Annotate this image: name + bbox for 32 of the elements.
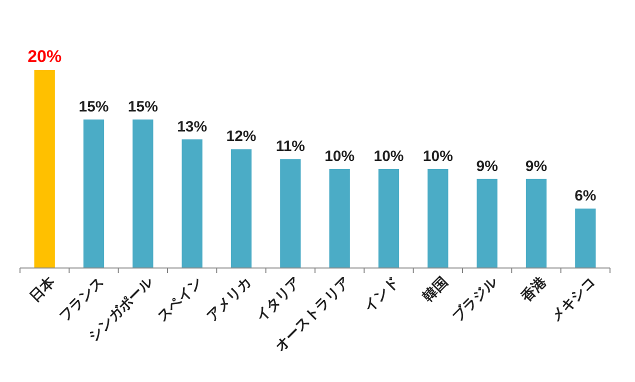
bar	[575, 208, 596, 268]
bar	[230, 149, 252, 268]
data-label: 15%	[128, 98, 158, 116]
bar	[428, 169, 448, 268]
data-label: 6%	[574, 188, 596, 205]
x-tick-label: 日本	[26, 272, 58, 305]
data-label: 9%	[525, 158, 548, 175]
bar	[34, 70, 55, 268]
x-tick-label: アメリカ	[203, 273, 254, 324]
bar	[526, 178, 547, 268]
data-label: 12%	[226, 128, 256, 146]
x-tick-label: ブラジル	[448, 272, 501, 324]
bar	[83, 120, 104, 268]
x-tick-label: 香港	[517, 272, 550, 306]
data-label: 13%	[177, 118, 208, 136]
bar	[476, 178, 498, 268]
data-label: 10%	[374, 148, 404, 165]
data-label: 9%	[476, 158, 498, 175]
x-tick-label: インド	[360, 273, 402, 314]
data-label: 11%	[276, 138, 306, 156]
x-tick-label: スペイン	[154, 273, 205, 324]
data-label: 10%	[324, 148, 355, 165]
bar	[280, 159, 301, 268]
bar	[132, 120, 154, 268]
bar	[329, 169, 350, 268]
data-label: 10%	[422, 148, 453, 165]
bar	[378, 169, 400, 268]
bar	[182, 139, 202, 268]
data-label: 15%	[78, 98, 109, 116]
x-tick-label: メキシコ	[547, 273, 598, 324]
data-label: 20%	[28, 47, 62, 66]
x-tick-label: 韓国	[420, 273, 451, 305]
